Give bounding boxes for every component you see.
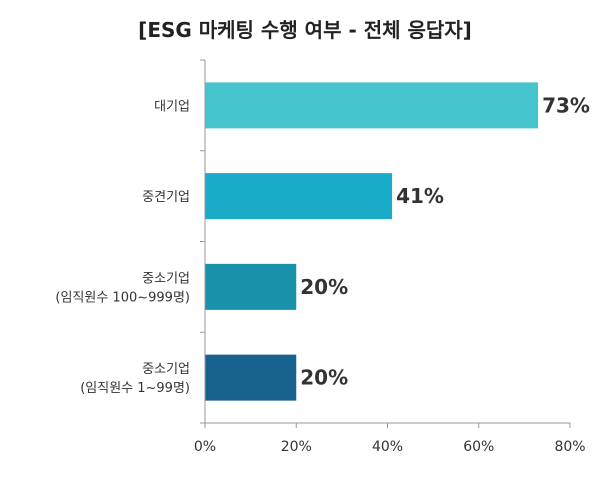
- x-tick-label: 60%: [463, 439, 494, 455]
- data-label: 20%: [300, 366, 348, 390]
- x-tick-label: 80%: [554, 439, 585, 455]
- data-label: 41%: [396, 184, 444, 208]
- x-axis-ticks: [200, 59, 571, 428]
- category-label: 중소기업 (임직원수 1~99명): [80, 362, 190, 396]
- chart-title: [ESG 마케팅 수행 여부 - 전체 응답자]: [138, 18, 472, 42]
- bars: [205, 82, 539, 401]
- x-tick-label: 20%: [281, 439, 312, 455]
- category-label: 중견기업: [142, 190, 190, 205]
- bar: [205, 173, 393, 220]
- data-label: 73%: [542, 93, 590, 117]
- x-tick-labels: 0% 20% 40% 60% 80%: [194, 439, 586, 455]
- x-tick-label: 0%: [194, 439, 216, 455]
- x-tick-label: 40%: [372, 439, 403, 455]
- bar: [205, 263, 297, 310]
- category-label: 중소기업 (임직원수 100~999명): [55, 271, 190, 305]
- data-labels: 73% 41% 20% 20%: [300, 93, 590, 389]
- category-label: 대기업: [154, 99, 190, 114]
- data-label: 20%: [300, 275, 348, 299]
- bar: [205, 354, 297, 401]
- bar: [205, 82, 539, 129]
